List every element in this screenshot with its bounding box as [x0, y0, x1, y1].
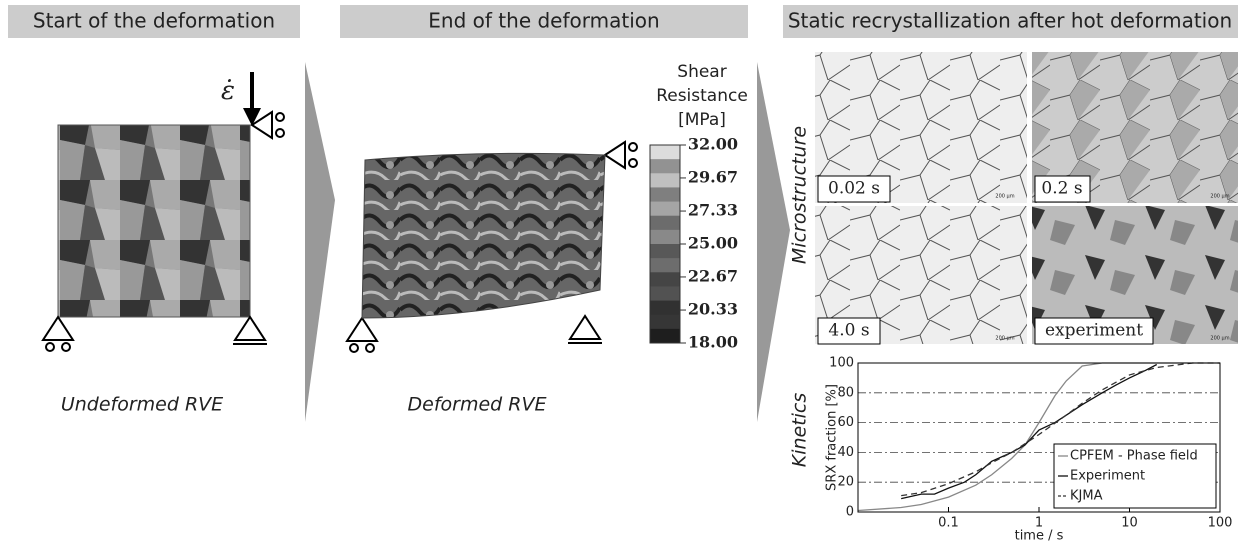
caption: Undeformed RVE [61, 394, 223, 416]
y-tick-label: 60 [837, 415, 854, 430]
colorbar-band [650, 216, 680, 231]
colorbar-tick-label: 32.00 [688, 135, 738, 154]
colorbar-title: [MPa] [678, 110, 726, 130]
colorbar-tick-label: 29.67 [688, 167, 738, 186]
x-tick-label: 0.1 [938, 516, 959, 531]
x-axis-label: time / s [1015, 529, 1064, 543]
side-label: Kinetics [789, 393, 811, 468]
colorbar-band [650, 230, 680, 245]
colorbar-band [650, 145, 680, 160]
legend-label: Experiment [1070, 469, 1145, 484]
colorbar-band [650, 258, 680, 273]
x-tick-label: 100 [1208, 516, 1233, 531]
strain-rate: ε̇ [221, 76, 235, 106]
colorbar-tick-label: 22.67 [688, 266, 738, 285]
y-tick-label: 0 [846, 505, 854, 520]
y-tick-label: 40 [837, 445, 854, 460]
panel-title: End of the deformation [428, 9, 659, 33]
panel-title: Static recrystallization after hot defor… [788, 9, 1232, 33]
scale-bar: 200 µm [995, 336, 1014, 342]
y-tick-label: 80 [837, 385, 854, 400]
colorbar-band [650, 315, 680, 330]
time-label: 0.02 s [828, 179, 880, 199]
colorbar-title: Shear [677, 62, 726, 82]
time-label: 4.0 s [828, 321, 869, 341]
panel-headers: Start of the deformation End of the defo… [8, 5, 1238, 38]
colorbar-band [650, 272, 680, 287]
colorbar: Shear Resistance [MPa] 32.00 29.67 27.33 25… [650, 62, 748, 352]
y-tick-label: 20 [837, 475, 854, 490]
colorbar-band [650, 159, 680, 174]
colorbar-band [650, 244, 680, 259]
time-label: 0.2 s [1041, 179, 1082, 199]
arrow [757, 62, 790, 422]
side-label: Microstructure [789, 126, 811, 264]
colorbar-tick-label: 18.00 [688, 333, 738, 352]
panel-title: Start of the deformation [33, 9, 275, 33]
undeformed-rve [58, 125, 250, 317]
colorbar-tick-label: 20.33 [688, 300, 738, 319]
figure: Start of the deformation End of the defo… [0, 0, 1243, 543]
colorbar-title: Resistance [656, 86, 748, 106]
legend-label: CPFEM - Phase field [1070, 449, 1198, 464]
scale-bar: 200 µm [1210, 194, 1229, 200]
colorbar-band [650, 173, 680, 188]
colorbar-band [650, 286, 680, 301]
colorbar-band [650, 202, 680, 217]
scale-bar: 200 µm [995, 194, 1014, 200]
colorbar-band [650, 329, 680, 344]
colorbar-band [650, 187, 680, 202]
y-axis-label: SRX fraction [%] [825, 384, 840, 491]
colorbar-tick-label: 27.33 [688, 201, 738, 220]
colorbar-tick-label: 25.00 [688, 234, 738, 253]
caption: Deformed RVE [408, 394, 547, 416]
time-label: experiment [1045, 321, 1143, 341]
colorbar-band [650, 301, 680, 316]
deformed-rve [362, 153, 605, 318]
legend-label: KJMA [1070, 489, 1103, 504]
arrow [305, 62, 335, 422]
scale-bar: 200 µm [1210, 336, 1229, 342]
x-tick-label: 10 [1121, 516, 1138, 531]
y-tick-label: 100 [829, 356, 854, 371]
